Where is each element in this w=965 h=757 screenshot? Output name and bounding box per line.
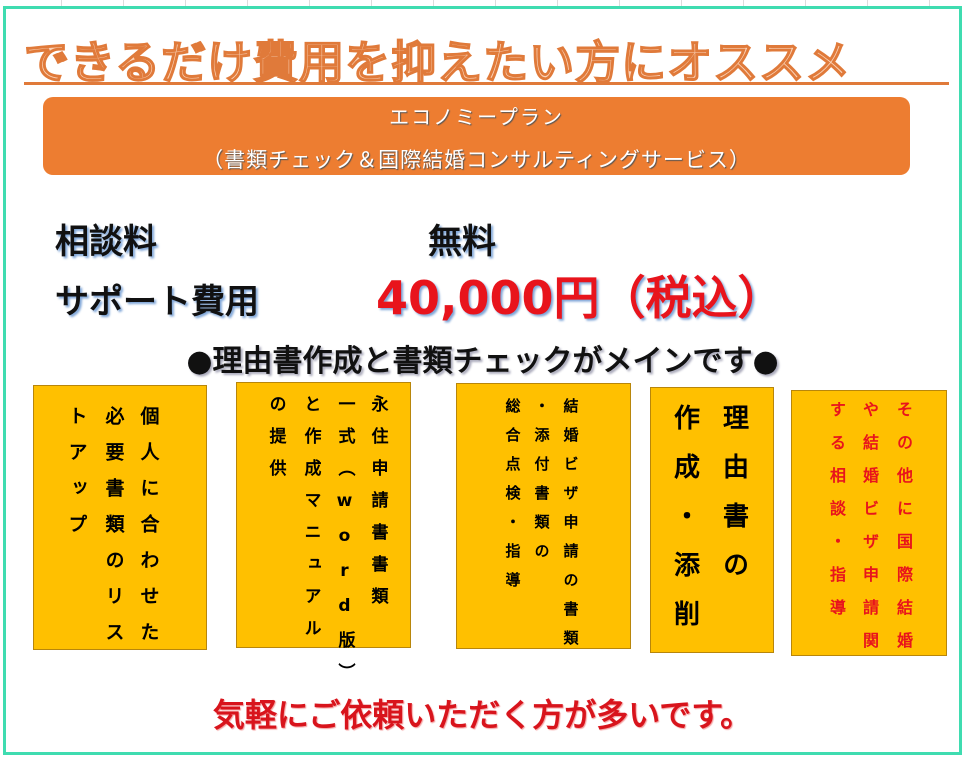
box-line: する相談・指導 <box>827 401 846 632</box>
box-line: 結婚ビザ申請の書類 <box>561 398 580 659</box>
plan-name: エコノミープラン <box>389 105 564 129</box>
support-fee-label: サポート費用 <box>55 282 259 322</box>
box-line: 理由書の <box>718 404 749 600</box>
box-line: その他に国際結婚 <box>894 401 913 665</box>
box-line: の提供 <box>265 395 286 491</box>
service-box-1: 個人に合わせた 必要書類のリス トアップ <box>33 385 207 658</box>
box-line: 個人に合わせた <box>137 406 160 658</box>
consult-fee-label: 相談料 <box>55 222 157 262</box>
green-frame <box>3 6 962 755</box>
box-line: 作成・添削 <box>669 404 700 649</box>
box-line: 総合点検・指導 <box>503 398 522 601</box>
service-box-4: 理由書の 作成・添削 <box>650 387 774 653</box>
box-line: 必要書類のリス <box>102 406 125 658</box>
box-line: と作成マニュアル <box>300 395 321 651</box>
footer-message: 気軽にご依頼いただく方が多いです。 <box>212 696 753 734</box>
plan-subtitle: （書類チェック＆国際結婚コンサルティングサービス） <box>202 148 751 172</box>
box-line: や結婚ビザ申請関 <box>860 401 879 665</box>
box-line: トアップ <box>65 406 88 550</box>
box-line: 一式（word版） <box>334 395 355 695</box>
sheet-gridlines <box>0 0 965 8</box>
service-box-3: 結婚ビザ申請の書類 ・添付書類の 総合点検・指導 <box>456 383 631 659</box>
headline-underline <box>24 82 949 85</box>
support-fee-value: 40,000円（税込） <box>376 271 784 325</box>
service-box-5: その他に国際結婚 や結婚ビザ申請関 する相談・指導 <box>791 390 947 665</box>
plan-banner: エコノミープラン （書類チェック＆国際結婚コンサルティングサービス） <box>43 97 910 175</box>
headline: できるだけ費用を抑えたい方にオススメ <box>23 35 852 90</box>
service-box-2: 永住申請書書類 一式（word版） と作成マニュアル の提供 <box>236 382 411 695</box>
consult-fee-value: 無料 <box>428 222 496 262</box>
box-line: ・添付書類の <box>532 398 551 572</box>
main-message: ●理由書作成と書類チェックがメインです● <box>186 344 779 379</box>
box-line: 永住申請書書類 <box>367 395 388 619</box>
